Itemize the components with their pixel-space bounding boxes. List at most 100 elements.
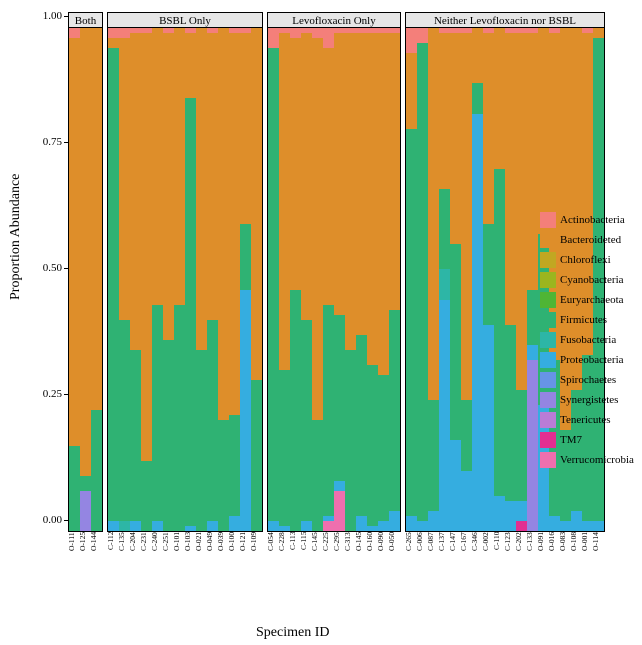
bar-segment [69,28,80,38]
bar-segment [593,521,604,531]
stacked-bar [428,28,439,531]
stacked-bar [207,28,218,531]
bar-segment [130,350,141,521]
x-labels: C-265C-006C-087C-137C-147C-167C-346C-002… [405,532,605,572]
bar-segment [378,375,389,521]
bar-segment [516,33,527,390]
bar-segment [367,33,378,365]
y-tick: 0.75 [36,136,62,148]
bar-segment [323,305,334,516]
stacked-bar [290,28,301,531]
legend-label: Proteobacteria [560,354,624,366]
facet: BSBL OnlyC-112C-135C-204C-231C-240C-251O… [107,12,263,572]
legend-swatch [540,232,556,248]
bar-segment [130,33,141,350]
bar-segment [323,28,334,48]
bar-segment [279,526,290,531]
x-axis-title: Specimen ID [256,625,329,641]
bar-segment [334,481,345,491]
bar-segment [428,400,439,511]
legend-item: TM7 [540,430,634,450]
bar-segment [461,33,472,400]
stacked-bar [130,28,141,531]
bar-segment [527,345,538,360]
legend-swatch [540,272,556,288]
bar-segment [428,28,439,400]
bar-segment [163,340,174,531]
bar-segment [251,380,262,531]
bar-segment [334,315,345,481]
bar-segment [483,33,494,224]
stacked-bar [141,28,152,531]
bar-segment [218,28,229,420]
stacked-bar [174,28,185,531]
bar-segment [207,320,218,521]
stacked-bar [406,28,417,531]
legend-label: Actinobacteria [560,214,625,226]
legend-label: Spirochaetes [560,374,616,386]
bar-segment [417,521,428,531]
bar-segment [130,521,141,531]
y-axis-title: Proportion Abundance [8,174,24,300]
stacked-bar [389,28,400,531]
bar-segment [185,33,196,98]
bar-segment [527,360,538,531]
bar-segment [389,511,400,531]
stacked-bar [229,28,240,531]
bar-segment [240,290,251,531]
facet-label: Levofloxacin Only [267,12,401,28]
stacked-bar [367,28,378,531]
bar-segment [334,491,345,531]
bar-segment [538,28,549,234]
bar-segment [279,33,290,370]
bar-segment [240,224,251,289]
legend-item: Tenericutes [540,410,634,430]
stacked-bar [483,28,494,531]
stacked-bar [472,28,483,531]
bar-segment [494,496,505,531]
bar-segment [367,526,378,531]
legend-label: Firmicutes [560,314,607,326]
bar-segment [323,48,334,305]
legend-swatch [540,412,556,428]
bar-segment [196,350,207,531]
bar-segment [174,28,185,305]
bar-segment [494,169,505,496]
stacked-bar [323,28,334,531]
x-tick-label: O-109 [250,532,261,572]
bar-segment [450,33,461,244]
bar-segment [312,38,323,420]
x-labels: O-111O-125O-144 [68,532,103,572]
bar-segment [582,521,593,531]
bar-segment [141,461,152,531]
bar-segment [268,48,279,521]
bar-segment [80,476,91,491]
facet: Levofloxacin OnlyC-054C-228C-113C-115C-1… [267,12,401,572]
bar-segment [494,28,505,169]
bar-segment [119,521,130,531]
bar-segment [240,33,251,224]
bar-segment [80,491,91,531]
legend-item: Spirochaetes [540,370,634,390]
stacked-bar [240,28,251,531]
y-axis: 0.000.250.500.751.00 [36,28,62,532]
bar-segment [207,521,218,531]
y-tick: 0.25 [36,388,62,400]
bar-segment [472,114,483,532]
legend-label: Tenericutes [560,414,611,426]
legend-label: Fusobacteria [560,334,616,346]
bar-segment [108,38,119,48]
bar-segment [229,415,240,516]
bar-segment [80,28,91,476]
bar-segment [439,189,450,269]
bar-segment [119,28,130,38]
legend: ActinobacteriaBacteroidetedChloroflexiCy… [540,210,634,470]
x-tick-label: O-144 [90,532,101,572]
bar-segment [119,38,130,320]
legend-item: Bacteroideted [540,230,634,250]
facet-label: Neither Levofloxacin nor BSBL [405,12,605,28]
bar-segment [417,43,428,521]
bar-segment [229,33,240,415]
bar-segment [290,28,301,38]
bar-segment [450,440,461,531]
